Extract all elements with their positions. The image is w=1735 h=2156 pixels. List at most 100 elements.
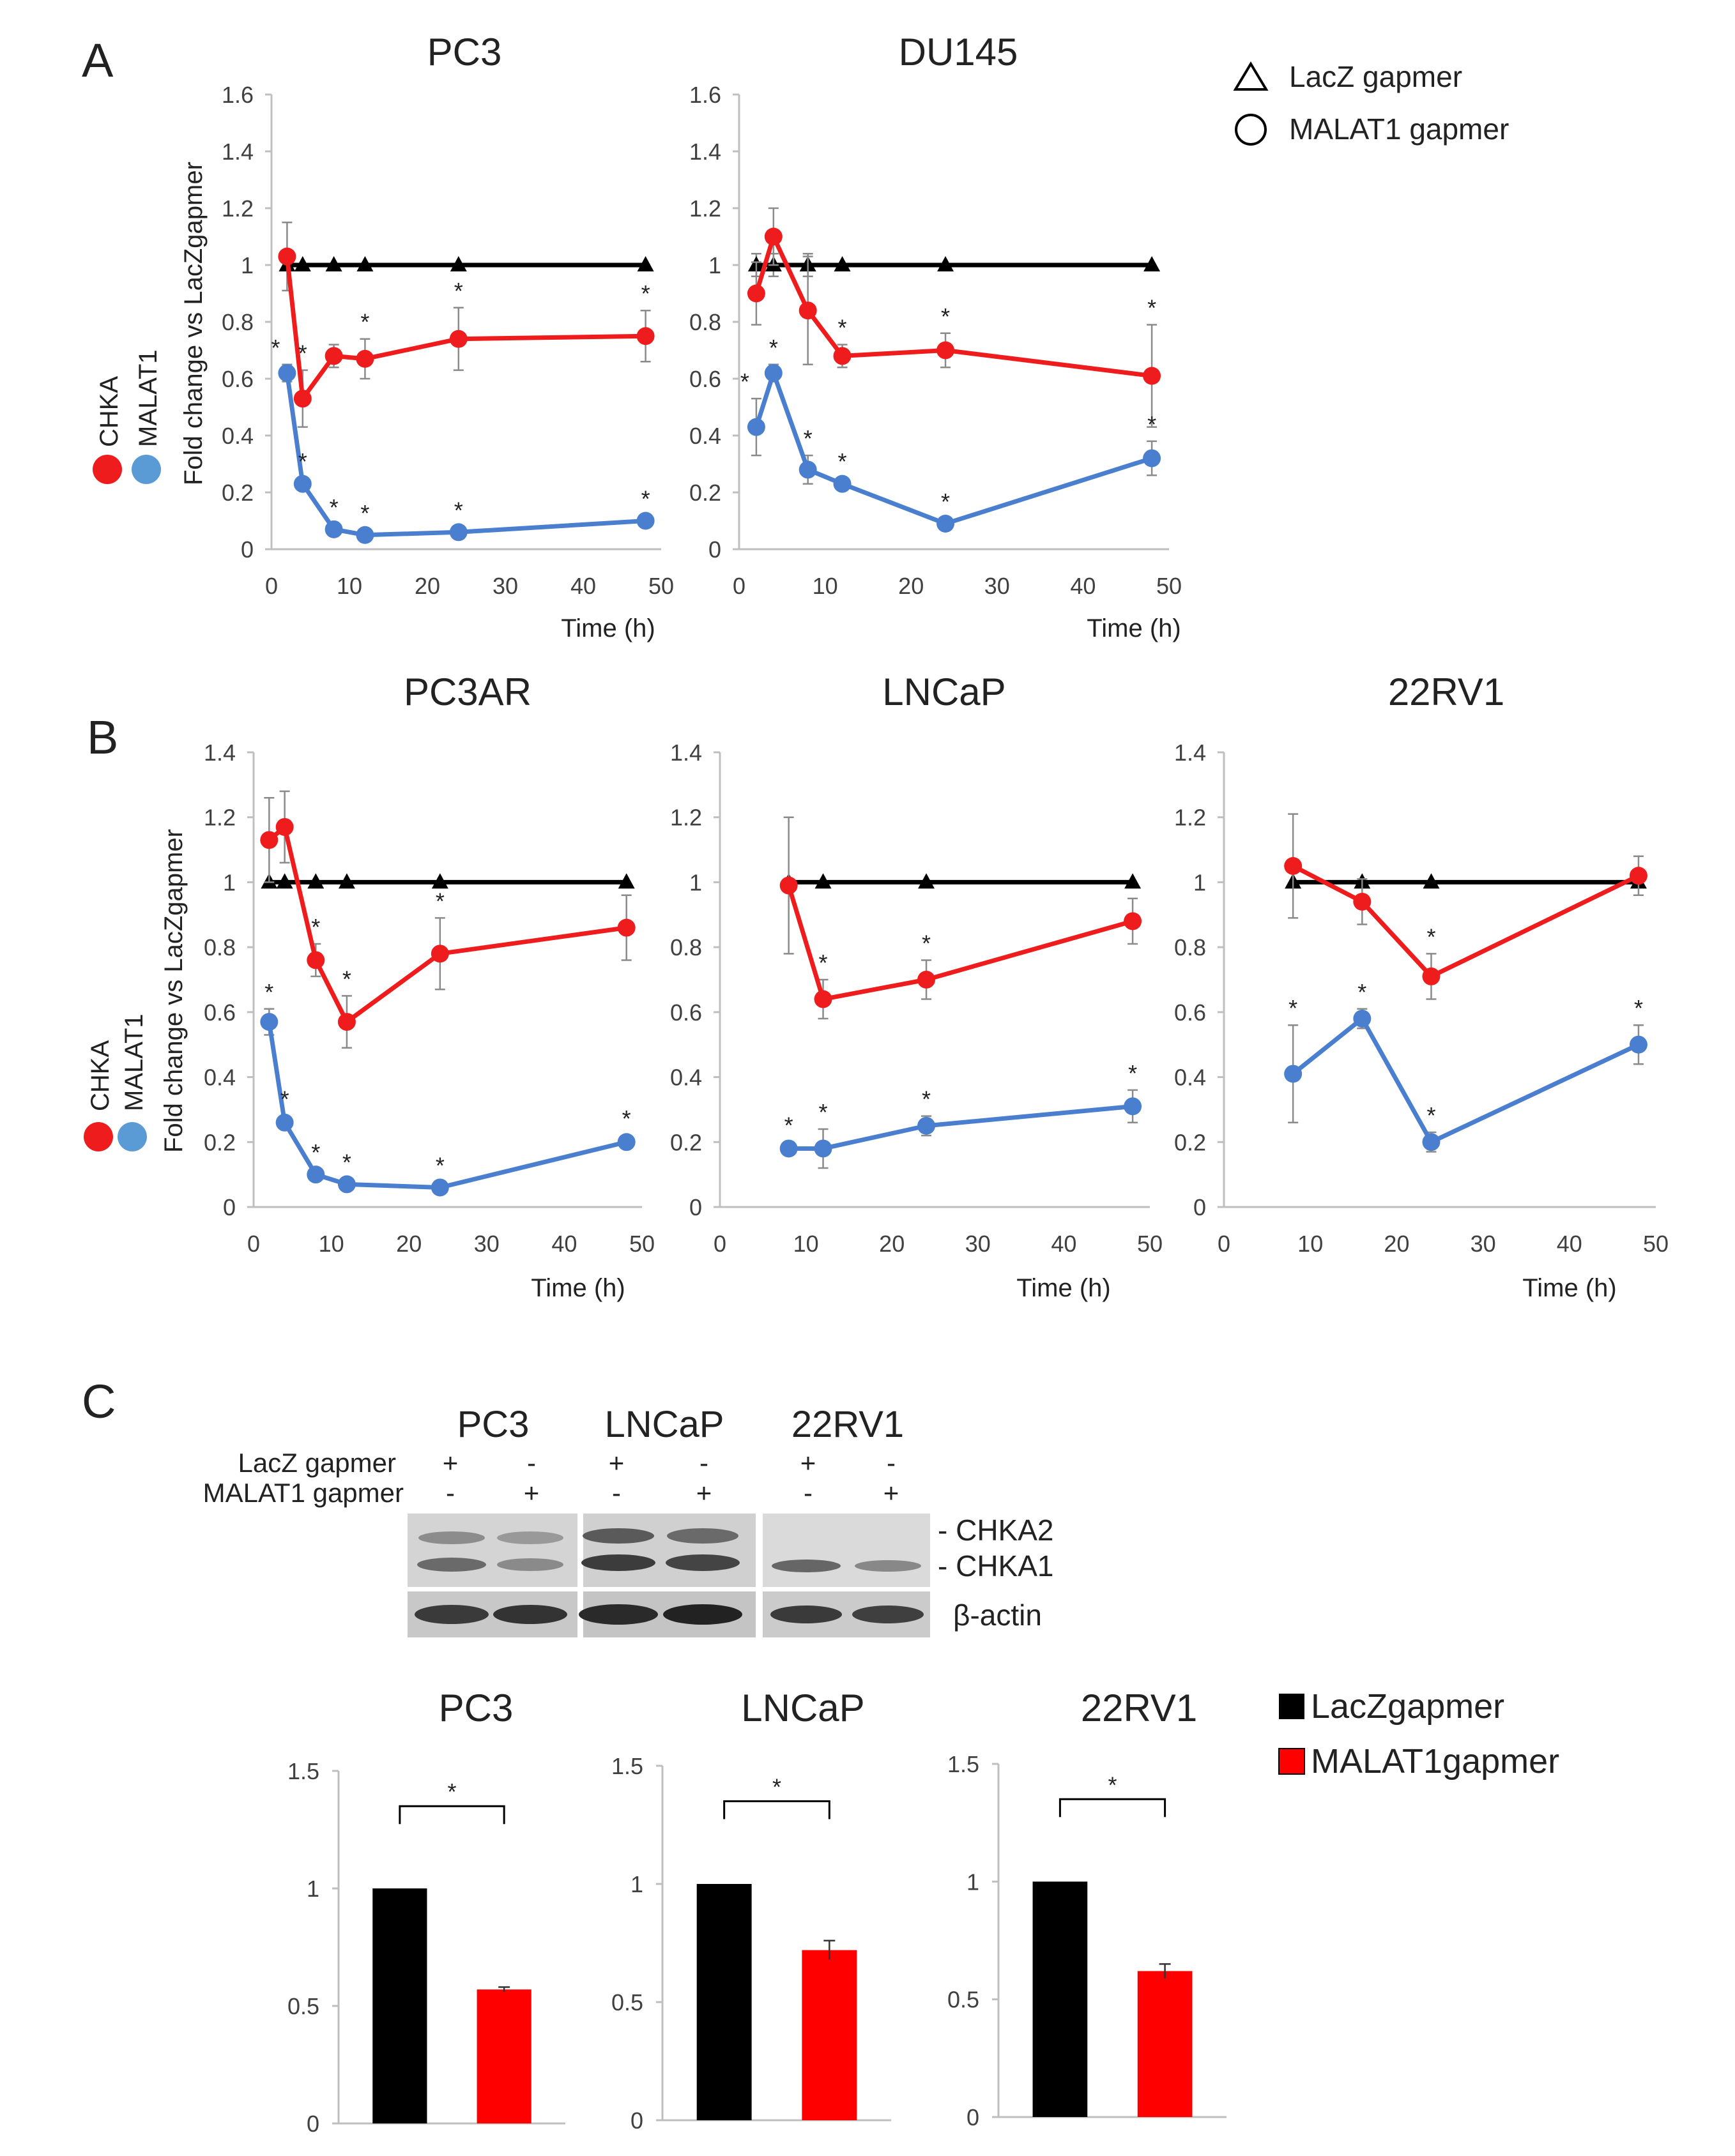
lacz-point [1423, 873, 1440, 889]
chart-title: PC3AR [404, 671, 531, 713]
significance-star: * [784, 1112, 793, 1138]
x-axis-label: Time (h) [1087, 614, 1181, 642]
band-chka1 [581, 1554, 655, 1571]
band-chka2 [418, 1531, 485, 1544]
circle-icon [1235, 114, 1267, 146]
y-tick-label: 0.8 [222, 309, 254, 335]
y-tick-label: 0.2 [689, 480, 721, 506]
y-tick-label: 1.2 [670, 805, 702, 831]
malat1-point [814, 1139, 832, 1158]
lane-mark: - [612, 1478, 621, 1508]
band-chka1 [417, 1558, 486, 1572]
significance-bracket [1059, 1798, 1166, 1818]
significance-star: * [436, 888, 445, 914]
blot-chka-lncap [583, 1514, 756, 1587]
y-tick-label: 0.4 [670, 1065, 702, 1091]
panel-letter-a: A [82, 34, 114, 87]
significance-star: * [298, 448, 307, 474]
x-tick-label: 0 [1218, 1231, 1230, 1257]
y-tick-label: 1 [241, 252, 254, 278]
significance-bracket [723, 1800, 830, 1819]
band-chka1 [666, 1554, 740, 1571]
y-tick-label: 1.2 [1174, 805, 1206, 831]
significance-star: * [819, 950, 828, 976]
chka-point [1629, 867, 1647, 885]
chart-title: LNCaP [882, 671, 1005, 713]
malat1-point [1422, 1133, 1441, 1151]
x-axis-label: Time (h) [1522, 1274, 1616, 1302]
significance-star: * [1426, 923, 1435, 950]
x-tick-label: 10 [813, 573, 838, 599]
chka-point [1284, 857, 1303, 875]
blot-title-22rv1: 22RV1 [791, 1404, 904, 1445]
y-tick-label: 1.4 [222, 139, 254, 165]
malat1-dot-icon [132, 455, 161, 484]
y-axis-label-b: Fold change vs LacZgapmer [160, 829, 188, 1153]
significance-star: * [1288, 995, 1297, 1021]
x-tick-label: 20 [415, 573, 440, 599]
y-tick-label: 0.2 [204, 1129, 236, 1155]
lacz-point [1124, 873, 1142, 889]
y-tick-label: 0.6 [222, 366, 254, 392]
y-tick-label: 0 [1193, 1194, 1206, 1220]
lacz-point [937, 256, 954, 271]
malat1-point [617, 1133, 636, 1151]
significance-star: * [941, 489, 950, 515]
lane-mark: + [883, 1478, 899, 1508]
chka-point [1143, 367, 1161, 385]
band-actin [770, 1606, 842, 1623]
symbol-legend: LacZ gapmer MALAT1 gapmer [1233, 60, 1509, 146]
lane-mark: - [699, 1448, 708, 1478]
bar-chart-pc3: PC3 0 0.5 1 1.5 * [287, 1687, 565, 2137]
lane-mark: - [527, 1448, 536, 1478]
x-tick-label: 20 [396, 1231, 422, 1257]
y-tick-label: 0 [241, 536, 254, 563]
y-tick-label: 0 [967, 2104, 979, 2130]
significance-star: * [641, 486, 650, 512]
significance-star: * [922, 1086, 931, 1112]
malat1-point [1124, 1097, 1142, 1116]
significance-bracket [399, 1805, 505, 1825]
chka-series-line [284, 256, 646, 401]
y-tick-label: 0.8 [670, 934, 702, 960]
y-tick-label: 1.4 [670, 740, 702, 766]
malat1-bar [802, 1950, 857, 2120]
chka-point [814, 990, 832, 1008]
y-tick-label: 1.5 [947, 1751, 979, 1777]
x-tick-label: 10 [1297, 1231, 1323, 1257]
side-legend-b: CHKA MALAT1 Fold change vs LacZgapmer [84, 829, 188, 1153]
lacz-bar [1032, 1881, 1088, 2117]
y-tick-label: 1.2 [204, 805, 236, 831]
significance-star: * [941, 303, 950, 330]
malat1-point [799, 460, 817, 479]
lane-mark: - [887, 1448, 896, 1478]
malat1-point [1353, 1010, 1372, 1028]
significance-star: * [264, 979, 273, 1005]
malat1-point [356, 526, 374, 544]
malat1-point [764, 364, 783, 383]
significance-star: * [641, 280, 650, 307]
malat1-point [747, 418, 765, 436]
y-axis-label-a: Fold change vs LacZgapmer [180, 162, 208, 485]
y-tick-label: 1.5 [611, 1753, 643, 1779]
lacz-point [276, 873, 293, 889]
chart-title: PC3 [439, 1687, 514, 1729]
y-tick-label: 1.5 [287, 1758, 319, 1784]
malat1-point [307, 1165, 325, 1184]
chka-point [293, 390, 312, 408]
x-tick-label: 30 [984, 573, 1010, 599]
chka-point [278, 247, 296, 266]
row-label-lacz: LacZ gapmer [238, 1448, 396, 1478]
lane-mark: + [696, 1478, 712, 1508]
y-tick-label: 0.2 [222, 480, 254, 506]
lane-mark: + [524, 1478, 540, 1508]
panel-letter-c: C [82, 1375, 116, 1428]
blot-chka-22rv1 [763, 1514, 930, 1587]
y-tick-label: 1 [631, 1871, 643, 1897]
y-tick-label: 0 [307, 2111, 319, 2137]
x-axis-label: Time (h) [531, 1274, 625, 1302]
y-tick-label: 0.6 [204, 999, 236, 1026]
x-tick-label: 20 [1384, 1231, 1409, 1257]
significance-star: * [772, 1774, 781, 1800]
side-legend-a: CHKA MALAT1 Fold change vs LacZgapmer [93, 162, 208, 485]
